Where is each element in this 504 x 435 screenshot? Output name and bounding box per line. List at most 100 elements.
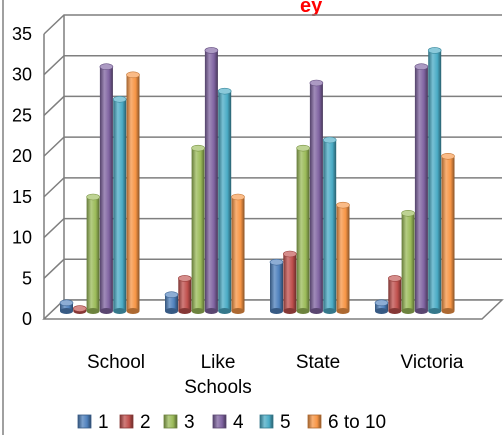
bar-1-3	[204, 47, 219, 314]
bar-body	[86, 197, 100, 311]
legend-label: 1	[98, 412, 109, 433]
legend-swatch	[212, 414, 227, 429]
bar-base	[283, 308, 297, 314]
bars	[59, 47, 455, 314]
y-tick-label: 15	[12, 187, 32, 207]
bar-cap	[401, 209, 415, 217]
bar-cap	[336, 201, 350, 209]
bar-body	[99, 66, 113, 311]
bar-base	[336, 308, 350, 314]
bar-cap	[73, 305, 87, 312]
bar-2-3	[309, 79, 324, 314]
y-tick-label: 35	[12, 24, 32, 44]
bar-base	[113, 308, 127, 314]
legend-item: 4	[212, 412, 244, 433]
bar-base	[414, 308, 428, 314]
legend-item: 3	[163, 412, 195, 433]
bar-cap	[441, 152, 455, 160]
bar-cap	[217, 87, 232, 95]
bar-body	[375, 302, 388, 311]
bar-cap	[309, 79, 324, 87]
legend-label: 2	[140, 412, 151, 433]
legend-swatch	[163, 414, 178, 429]
bar-0-2	[86, 193, 100, 314]
bar-body	[204, 50, 218, 312]
bar-2-5	[336, 201, 350, 314]
bar-body	[231, 197, 245, 311]
y-tick-label: 20	[12, 146, 32, 166]
category-label: School	[87, 352, 145, 373]
bar-body	[283, 254, 297, 311]
bar-base	[86, 308, 100, 314]
bar-cap	[126, 71, 140, 79]
bar-base	[231, 308, 245, 314]
bar-body	[60, 302, 73, 311]
category-label: Victoria	[400, 352, 463, 373]
bar-base	[323, 308, 337, 314]
legend-swatch	[259, 414, 274, 429]
y-tick-label: 5	[22, 268, 32, 288]
bar-body	[165, 294, 178, 311]
category-label: State	[296, 352, 340, 373]
bar-body	[191, 148, 205, 311]
bar-base	[441, 308, 455, 314]
bar-body	[270, 262, 283, 311]
bar-base	[428, 308, 442, 314]
bar-0-4	[112, 95, 127, 314]
bar-0-5	[126, 71, 140, 314]
bar-3-5	[441, 152, 455, 314]
bar-body	[388, 278, 402, 311]
bar-body	[178, 278, 192, 311]
bar-2-4	[322, 136, 337, 314]
bar-1-4	[217, 87, 232, 314]
bar-0-3	[99, 63, 114, 314]
bar-1-1	[178, 275, 192, 314]
bar-cap	[59, 299, 74, 307]
bar-base	[388, 308, 402, 314]
bar-cap	[387, 275, 402, 282]
bar-2-1	[282, 250, 297, 314]
bar-cap	[296, 144, 310, 152]
legend-item: 2	[119, 412, 151, 433]
bar-body	[296, 148, 310, 311]
bar-base	[309, 308, 323, 314]
bar-base	[218, 308, 232, 314]
bar-cap	[231, 193, 245, 201]
bar-body	[336, 205, 350, 311]
legend-item: 5	[259, 412, 291, 433]
bar-3-0	[374, 299, 389, 314]
bar-base	[270, 308, 283, 314]
bar-3-1	[387, 275, 402, 314]
bar-3-4	[427, 47, 442, 314]
bar-cap	[99, 63, 114, 71]
bar-base	[296, 308, 310, 314]
bar-base	[178, 308, 192, 314]
legend-label: 4	[233, 412, 244, 433]
legend-label: 6 to 10	[328, 412, 386, 433]
gridline-35	[43, 14, 502, 35]
bar-0-1	[73, 305, 87, 314]
bar-2-0	[269, 258, 284, 314]
bar-base	[401, 308, 415, 314]
bar-base	[165, 308, 178, 314]
bar-cap	[269, 258, 284, 266]
bar-cap	[427, 47, 442, 54]
bar-base	[126, 308, 140, 314]
legend-swatch	[119, 414, 134, 429]
bar-base	[375, 308, 388, 314]
bar-cap	[374, 299, 389, 307]
bar-2-2	[296, 144, 310, 314]
bar-body	[323, 140, 337, 311]
legend-item: 1	[77, 412, 109, 433]
bar-1-5	[231, 193, 245, 314]
legend: 1 2 3 4 5 6 to 10	[77, 412, 386, 433]
bar-cap	[112, 95, 127, 103]
bar-body	[401, 213, 415, 311]
legend-swatch	[307, 414, 322, 429]
x-axis-categories: School Like Schools State Victoria	[87, 352, 464, 398]
bar-1-2	[191, 144, 205, 314]
bar-cap	[191, 144, 205, 152]
bar-base	[99, 308, 113, 314]
bar-body	[218, 91, 232, 312]
legend-swatch	[77, 414, 92, 429]
